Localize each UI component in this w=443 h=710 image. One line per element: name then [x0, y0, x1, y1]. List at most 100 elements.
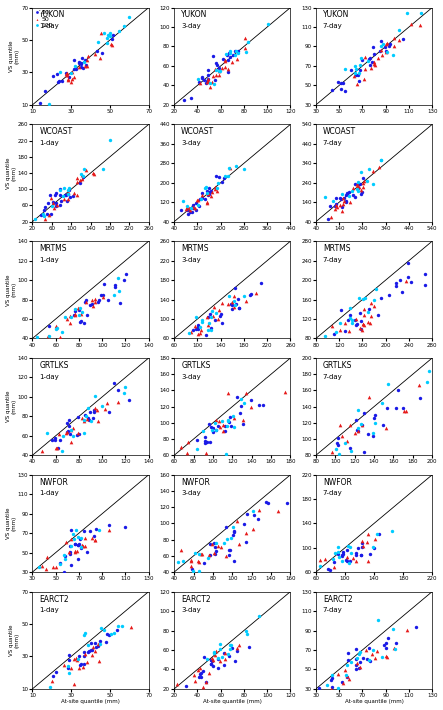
Point [49, 435, 56, 446]
Point [240, 163, 247, 175]
Point [56, 75, 63, 87]
Point [120, 388, 127, 399]
Point [78, 412, 85, 423]
Point [75, 305, 82, 316]
Point [96, 639, 103, 650]
Point [100, 279, 107, 290]
Point [245, 36, 252, 48]
Point [226, 416, 233, 427]
Point [251, 509, 258, 520]
Point [389, 525, 396, 537]
Text: 3-day: 3-day [181, 140, 201, 146]
Point [52, 442, 59, 454]
Point [343, 188, 350, 200]
Point [82, 410, 89, 421]
Point [193, 204, 200, 216]
Point [204, 190, 211, 201]
Point [103, 32, 110, 43]
Point [89, 650, 96, 661]
Text: YUKON: YUKON [39, 11, 66, 19]
Point [333, 199, 340, 210]
Point [49, 670, 56, 682]
Point [224, 298, 231, 310]
Point [66, 72, 73, 83]
Point [358, 166, 365, 178]
Point [218, 542, 225, 553]
Point [41, 213, 48, 224]
Point [66, 667, 73, 679]
Point [82, 410, 89, 421]
Point [202, 329, 209, 340]
Point [360, 177, 367, 188]
Point [334, 432, 341, 443]
Point [203, 76, 210, 87]
Point [211, 301, 218, 312]
Point [393, 637, 400, 648]
Point [190, 201, 197, 212]
Point [346, 187, 353, 198]
Y-axis label: VS quantile
(mm): VS quantile (mm) [6, 508, 16, 539]
Point [189, 207, 196, 218]
Point [221, 420, 228, 432]
Point [354, 185, 361, 197]
Point [82, 532, 89, 544]
Point [281, 386, 288, 398]
Point [354, 319, 361, 330]
Point [64, 662, 71, 673]
Point [219, 652, 226, 663]
Point [195, 73, 202, 84]
Point [316, 561, 323, 572]
Point [231, 300, 238, 311]
Point [241, 398, 248, 409]
Point [94, 640, 101, 652]
Point [360, 318, 367, 329]
Point [265, 18, 272, 29]
Point [222, 550, 229, 562]
Point [208, 324, 215, 335]
Point [225, 650, 232, 661]
Text: GRTLKS: GRTLKS [39, 361, 69, 370]
Point [365, 303, 373, 315]
Point [36, 97, 43, 108]
Point [79, 62, 86, 73]
Point [255, 400, 262, 411]
Point [236, 302, 243, 314]
Point [372, 534, 379, 545]
Point [202, 435, 209, 446]
Point [356, 646, 363, 657]
Point [370, 412, 377, 423]
Text: YUKON: YUKON [323, 11, 349, 19]
Text: 1-day: 1-day [39, 373, 59, 380]
Point [178, 204, 185, 216]
Point [46, 321, 53, 332]
Point [399, 286, 406, 297]
Text: EARCT2: EARCT2 [323, 594, 353, 604]
Point [76, 58, 83, 69]
Point [335, 439, 342, 450]
Point [80, 427, 87, 439]
Point [196, 76, 203, 87]
Point [361, 176, 368, 187]
Point [233, 45, 240, 57]
Point [76, 302, 83, 314]
Point [200, 666, 207, 677]
Point [57, 189, 64, 200]
Point [232, 45, 239, 56]
Point [247, 401, 254, 413]
Point [76, 428, 83, 439]
Point [283, 497, 290, 508]
Point [240, 418, 247, 430]
Point [194, 555, 201, 567]
Point [95, 296, 102, 307]
Point [206, 188, 213, 200]
Point [228, 56, 235, 67]
Point [351, 70, 358, 82]
Point [201, 651, 208, 662]
Point [335, 682, 342, 694]
Point [121, 274, 128, 285]
Point [237, 408, 244, 419]
Point [346, 302, 354, 314]
Point [88, 294, 95, 305]
Point [190, 670, 198, 681]
Point [365, 654, 373, 665]
